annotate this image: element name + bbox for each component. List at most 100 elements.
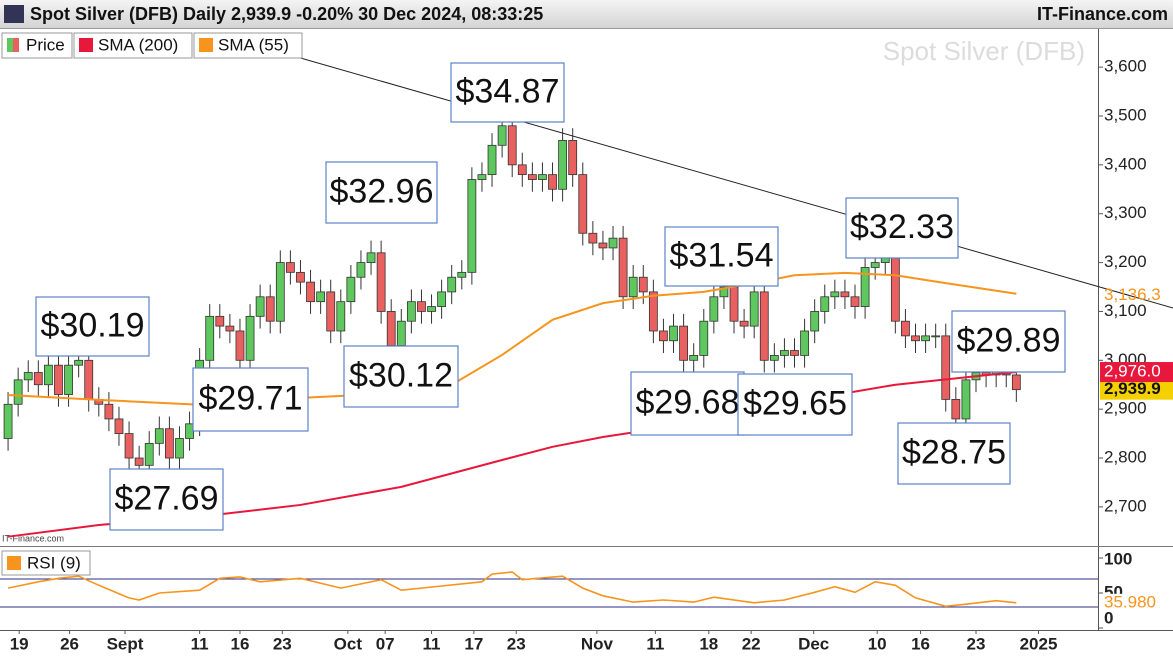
candle-body <box>346 276 356 303</box>
candle-body <box>578 174 588 234</box>
candle-body <box>830 291 840 298</box>
candle-body <box>336 301 346 332</box>
candle-body <box>265 296 275 322</box>
candle-body <box>941 335 951 400</box>
legend-label: SMA (55) <box>218 35 289 54</box>
candle-body <box>790 350 799 356</box>
candle-body <box>245 315 255 361</box>
y-tick-label: 3,400 <box>1104 154 1147 173</box>
legend-label: RSI (9) <box>27 553 81 572</box>
annotation-box <box>35 296 150 357</box>
candle-body <box>901 320 910 337</box>
candle-body <box>64 364 73 395</box>
annotation-box <box>325 161 438 224</box>
annotation-label: $34.87 <box>456 72 560 110</box>
candle-body <box>447 276 457 293</box>
x-tick-label: 23 <box>507 634 526 653</box>
candle-body <box>175 438 184 459</box>
candle-body <box>860 267 870 307</box>
x-tick-label: 11 <box>423 634 441 653</box>
y-tick-label: 3,600 <box>1104 57 1147 76</box>
candle-body <box>74 359 84 366</box>
candle-body <box>648 291 658 332</box>
candle-body <box>376 252 386 312</box>
candle-body <box>517 164 527 176</box>
x-tick-label: 16 <box>231 634 250 653</box>
candle-body <box>144 442 154 466</box>
candle-body <box>467 179 477 273</box>
x-tick-label: 11 <box>191 634 209 653</box>
candle-body <box>306 281 315 303</box>
candle-body <box>457 271 467 278</box>
x-tick-label: 07 <box>376 634 395 653</box>
candle-body <box>598 242 608 249</box>
y-tick-label: 2,900 <box>1104 399 1147 418</box>
candle-body <box>780 350 789 356</box>
candle-body <box>497 125 507 146</box>
credit: IT-Finance.com <box>2 533 64 543</box>
candle-body <box>437 291 447 307</box>
candle-body <box>164 428 174 459</box>
x-tick-label: 22 <box>742 634 761 653</box>
candle-body <box>558 140 568 190</box>
candle-body <box>225 325 235 332</box>
x-tick-label: 23 <box>967 634 986 653</box>
candle-body <box>507 125 517 166</box>
candle-body <box>759 291 769 361</box>
candle-body <box>659 330 668 342</box>
x-tick-label: 11 <box>646 634 664 653</box>
annotation-box <box>664 226 779 287</box>
legend-swatch <box>7 38 13 52</box>
candle-body <box>588 232 598 244</box>
candle-body <box>699 320 709 356</box>
candle-body <box>285 262 295 273</box>
candle-body <box>961 379 971 420</box>
annotation-label: $27.69 <box>115 479 219 517</box>
x-tick-label: 17 <box>464 634 483 653</box>
annotation-box <box>343 345 459 408</box>
header-bar <box>0 0 1173 28</box>
header-title: Spot Silver (DFB) Daily 2,939.9 -0.20% 3… <box>30 4 543 24</box>
annotation-box <box>897 422 1011 485</box>
annotation-label: $32.33 <box>850 208 954 246</box>
y-tick-label: 2,700 <box>1104 496 1147 515</box>
annotation-box <box>109 468 224 531</box>
app-icon <box>4 5 24 23</box>
end-label-bg <box>1100 593 1173 612</box>
y-tick-label: 3,200 <box>1104 252 1147 271</box>
header-brand: IT-Finance.com <box>1037 4 1168 24</box>
candle-body <box>911 335 920 342</box>
x-tick-label: 18 <box>699 634 718 653</box>
candle-body <box>487 144 497 176</box>
candle-body <box>366 252 376 263</box>
y-tick-label: 0 <box>1104 608 1113 627</box>
x-tick-label: 23 <box>273 634 292 653</box>
candle-body <box>931 335 941 338</box>
y-tick-label: 100 <box>1104 549 1132 568</box>
candle-body <box>810 311 820 332</box>
annotation-label: $29.65 <box>743 384 847 422</box>
candle-body <box>548 174 557 190</box>
candle-body <box>43 364 53 386</box>
x-tick-label: 19 <box>10 634 29 653</box>
candle-body <box>477 174 487 180</box>
candle-body <box>396 320 406 347</box>
plot-layer: Spot Silver (DFB) IT-Finance.com 2,700 2,80… <box>0 32 1173 653</box>
x-tick-label: 26 <box>60 634 79 653</box>
legend-swatch <box>199 38 213 52</box>
candle-body <box>628 276 638 298</box>
end-label-box <box>1100 379 1173 400</box>
candle-body <box>326 291 336 332</box>
x-tick-label: Dec <box>798 634 829 653</box>
candle-body <box>679 325 689 361</box>
candle-body <box>618 237 628 298</box>
candle-body <box>1011 374 1021 391</box>
legend-box <box>73 32 193 59</box>
end-label: 2,976.0 <box>1104 362 1161 381</box>
candle-body <box>154 428 164 444</box>
legend-label: SMA (200) <box>98 35 178 54</box>
annotation-label: $29.71 <box>199 379 303 417</box>
annotation-box <box>845 197 959 259</box>
candle-body <box>820 296 830 312</box>
